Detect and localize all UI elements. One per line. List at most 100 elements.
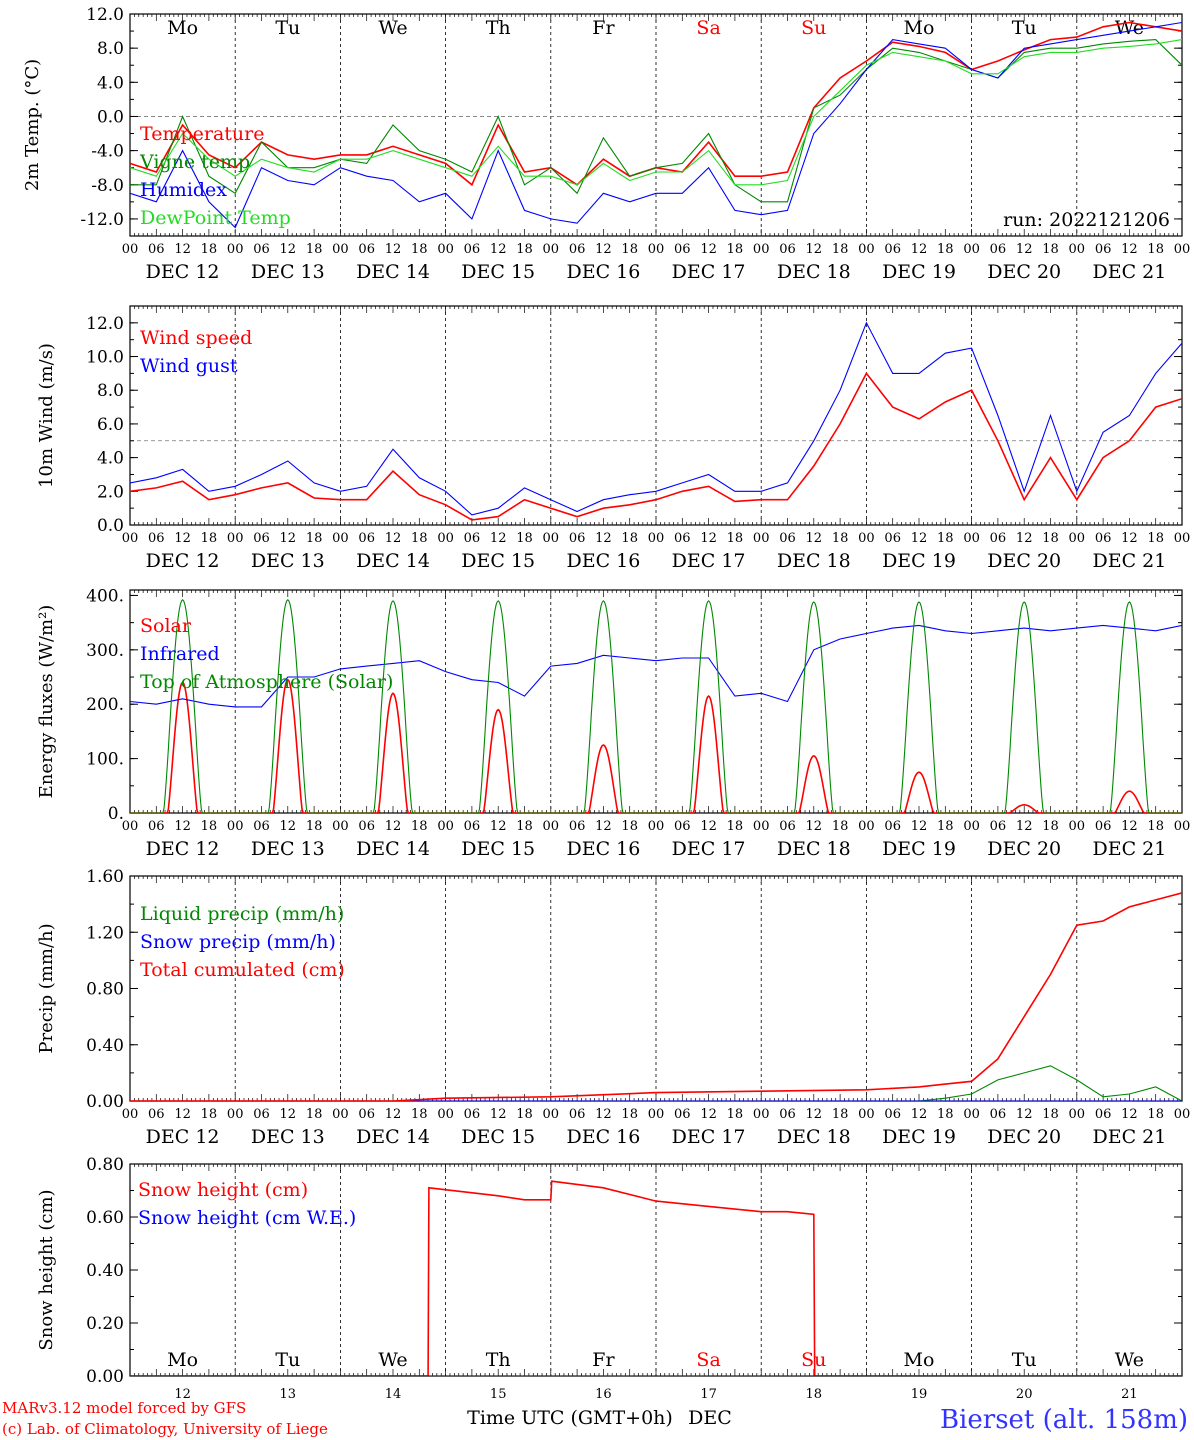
hour-tick-label: 06	[884, 1107, 901, 1122]
y-tick-label: 4.0	[97, 449, 124, 469]
hour-tick-label: 18	[411, 242, 428, 257]
day-name-label: Tu	[275, 1349, 300, 1371]
day-name-label: Tu	[1012, 1349, 1037, 1371]
hour-tick-label: 00	[332, 531, 349, 546]
hour-tick-label: 18	[306, 531, 323, 546]
date-number-label: 14	[385, 1387, 402, 1402]
date-label: DEC 19	[882, 550, 956, 572]
date-label: DEC 14	[356, 838, 430, 860]
y-tick-label: 1.20	[86, 923, 124, 943]
day-name-label: We	[1115, 1349, 1144, 1371]
hour-tick-label: 12	[806, 1107, 823, 1122]
hour-tick-label: 12	[385, 531, 402, 546]
day-name-label: Sa	[696, 17, 720, 39]
hour-tick-label: 18	[832, 819, 849, 834]
date-number-label: 21	[1121, 1387, 1138, 1402]
hour-tick-label: 18	[516, 242, 533, 257]
hour-tick-label: 00	[963, 531, 980, 546]
legend-entry: Snow precip (mm/h)	[140, 931, 336, 953]
hour-tick-label: 00	[1174, 1107, 1191, 1122]
hour-tick-label: 18	[516, 531, 533, 546]
date-label: DEC 15	[461, 261, 535, 283]
hour-tick-label: 00	[1174, 242, 1191, 257]
hour-tick-label: 18	[306, 242, 323, 257]
day-name-label: We	[378, 1349, 407, 1371]
hour-tick-label: 06	[779, 531, 796, 546]
hour-tick-label: 18	[1042, 1107, 1059, 1122]
hour-tick-label: 06	[358, 1107, 375, 1122]
date-label: DEC 12	[146, 550, 220, 572]
hour-tick-label: 18	[306, 1107, 323, 1122]
hour-tick-label: 12	[490, 819, 507, 834]
date-label: DEC 20	[987, 261, 1061, 283]
hour-tick-label: 06	[884, 242, 901, 257]
hour-tick-label: 18	[937, 531, 954, 546]
hour-tick-label: 12	[700, 1107, 717, 1122]
day-name-label: Su	[801, 17, 826, 39]
hour-tick-label: 06	[1095, 819, 1112, 834]
hour-tick-label: 18	[1147, 242, 1164, 257]
hour-tick-label: 12	[1121, 531, 1138, 546]
hour-tick-label: 18	[727, 242, 744, 257]
date-label: DEC 13	[251, 1126, 325, 1148]
hour-tick-label: 12	[911, 531, 928, 546]
y-axis-title: 2m Temp. (°C)	[22, 59, 43, 191]
hour-tick-label: 06	[779, 819, 796, 834]
station-label: Bierset (alt. 158m)	[940, 1405, 1188, 1435]
hour-tick-label: 00	[753, 819, 770, 834]
day-name-label: Tu	[275, 17, 300, 39]
hour-tick-label: 18	[516, 1107, 533, 1122]
hour-tick-label: 06	[253, 1107, 270, 1122]
date-number-label: 13	[280, 1387, 297, 1402]
run-label: run: 2022121206	[1003, 209, 1170, 231]
hour-tick-label: 06	[674, 819, 691, 834]
legend-entry: Wind speed	[140, 327, 252, 349]
y-tick-label: 12.0	[86, 314, 124, 334]
hour-tick-label: 06	[569, 531, 586, 546]
legend-entry: Snow height (cm W.E.)	[138, 1207, 356, 1229]
y-axis-title: 10m Wind (m/s)	[36, 343, 57, 488]
hour-tick-label: 00	[437, 819, 454, 834]
date-label: DEC 19	[882, 261, 956, 283]
hour-tick-label: 18	[832, 1107, 849, 1122]
legend-entry: Total cumulated (cm)	[140, 959, 345, 981]
y-tick-label: 0.00	[86, 1367, 124, 1387]
x-axis-month-label: DEC	[688, 1407, 732, 1429]
date-number-label: 16	[595, 1387, 612, 1402]
legend-entry: Humidex	[140, 179, 227, 201]
hour-tick-label: 18	[621, 242, 638, 257]
hour-tick-label: 06	[779, 1107, 796, 1122]
y-axis-title: Precip (mm/h)	[36, 923, 57, 1053]
hour-tick-label: 00	[227, 1107, 244, 1122]
hour-tick-label: 06	[358, 242, 375, 257]
hour-tick-label: 00	[963, 819, 980, 834]
hour-tick-label: 12	[385, 819, 402, 834]
date-label: DEC 16	[566, 838, 640, 860]
date-label: DEC 15	[461, 838, 535, 860]
date-label: DEC 17	[672, 261, 746, 283]
hour-tick-label: 06	[1095, 242, 1112, 257]
hour-tick-label: 12	[806, 819, 823, 834]
date-label: DEC 16	[566, 1126, 640, 1148]
hour-tick-label: 18	[1042, 242, 1059, 257]
hour-tick-label: 06	[674, 242, 691, 257]
hour-tick-label: 06	[674, 531, 691, 546]
hour-tick-label: 06	[464, 242, 481, 257]
y-tick-label: 200.	[86, 695, 124, 715]
y-tick-label: 0.0	[97, 107, 124, 127]
y-tick-label: 4.0	[97, 73, 124, 93]
hour-tick-label: 18	[411, 819, 428, 834]
date-label: DEC 13	[251, 261, 325, 283]
hour-tick-label: 00	[858, 1107, 875, 1122]
hour-tick-label: 18	[832, 242, 849, 257]
date-number-label: 15	[490, 1387, 507, 1402]
y-tick-label: 6.0	[97, 415, 124, 435]
hour-tick-label: 00	[1174, 531, 1191, 546]
hour-tick-label: 00	[437, 242, 454, 257]
hour-tick-label: 12	[1016, 242, 1033, 257]
panel-2: 0.0 2.0 4.0 6.0 8.0 10.0 12.0 10m Wind (m/s) 00 0…	[36, 305, 1191, 572]
hour-tick-label: 06	[779, 242, 796, 257]
day-name-label: Fr	[592, 1349, 615, 1371]
hour-tick-label: 18	[1042, 531, 1059, 546]
hour-tick-label: 12	[385, 242, 402, 257]
